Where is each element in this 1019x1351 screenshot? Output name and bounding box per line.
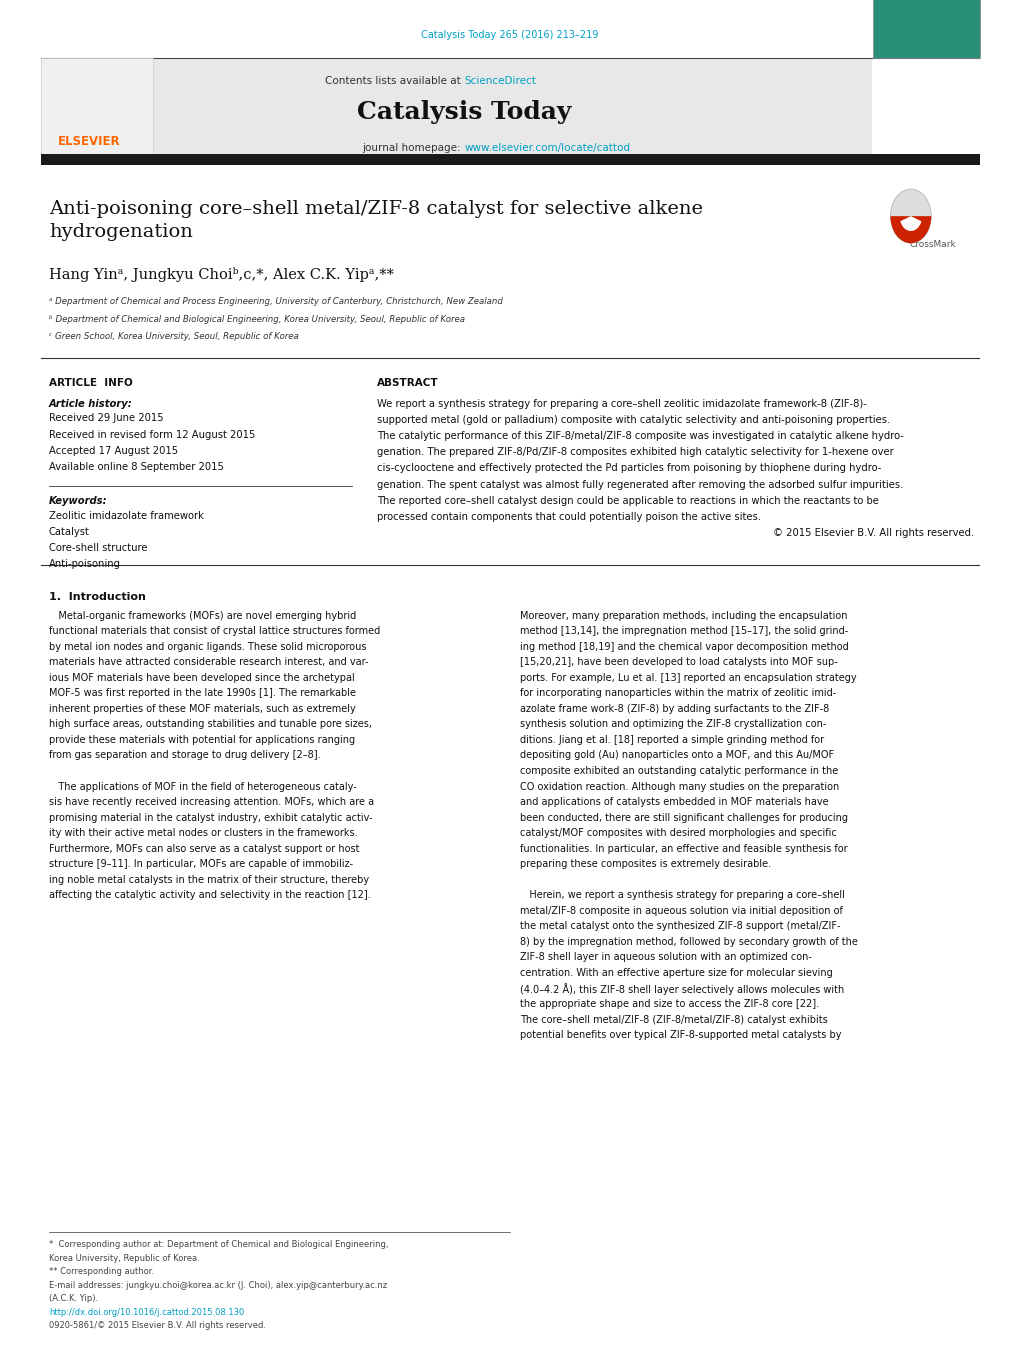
- Text: CrossMark: CrossMark: [909, 240, 956, 250]
- Text: been conducted, there are still significant challenges for producing: been conducted, there are still signific…: [520, 813, 848, 823]
- Text: composite exhibited an outstanding catalytic performance in the: composite exhibited an outstanding catal…: [520, 766, 838, 775]
- Text: centration. With an effective aperture size for molecular sieving: centration. With an effective aperture s…: [520, 967, 833, 978]
- Text: ᵃ Department of Chemical and Process Engineering, University of Canterbury, Chri: ᵃ Department of Chemical and Process Eng…: [49, 297, 502, 307]
- Text: ARTICLE  INFO: ARTICLE INFO: [49, 378, 132, 388]
- Text: The reported core–shell catalyst design could be applicable to reactions in whic: The reported core–shell catalyst design …: [377, 496, 878, 505]
- Text: sis have recently received increasing attention. MOFs, which are a: sis have recently received increasing at…: [49, 797, 374, 807]
- Text: ing method [18,19] and the chemical vapor decomposition method: ing method [18,19] and the chemical vapo…: [520, 642, 848, 651]
- Text: functional materials that consist of crystal lattice structures formed: functional materials that consist of cry…: [49, 627, 380, 636]
- Wedge shape: [900, 216, 920, 231]
- Text: The catalytic performance of this ZIF-8/metal/ZIF-8 composite was investigated i: The catalytic performance of this ZIF-8/…: [377, 431, 904, 440]
- Text: ports. For example, Lu et al. [13] reported an encapsulation strategy: ports. For example, Lu et al. [13] repor…: [520, 673, 856, 682]
- Text: cis-cyclooctene and effectively protected the Pd particles from poisoning by thi: cis-cyclooctene and effectively protecte…: [377, 463, 880, 473]
- Text: Catalysis Today 265 (2016) 213–219: Catalysis Today 265 (2016) 213–219: [421, 30, 598, 39]
- Text: Core-shell structure: Core-shell structure: [49, 543, 148, 553]
- Text: (A.C.K. Yip).: (A.C.K. Yip).: [49, 1294, 98, 1304]
- Text: We report a synthesis strategy for preparing a core–shell zeolitic imidazolate f: We report a synthesis strategy for prepa…: [377, 399, 866, 408]
- Text: Accepted 17 August 2015: Accepted 17 August 2015: [49, 446, 178, 455]
- Text: provide these materials with potential for applications ranging: provide these materials with potential f…: [49, 735, 355, 744]
- Text: the appropriate shape and size to access the ZIF-8 core [22].: the appropriate shape and size to access…: [520, 1000, 818, 1009]
- Text: inherent properties of these MOF materials, such as extremely: inherent properties of these MOF materia…: [49, 704, 356, 713]
- Text: Catalyst: Catalyst: [49, 527, 90, 536]
- Text: hydrogenation: hydrogenation: [49, 223, 193, 240]
- Text: functionalities. In particular, an effective and feasible synthesis for: functionalities. In particular, an effec…: [520, 843, 847, 854]
- Text: ZIF-8 shell layer in aqueous solution with an optimized con-: ZIF-8 shell layer in aqueous solution wi…: [520, 952, 811, 962]
- Text: The core–shell metal/ZIF-8 (ZIF-8/metal/ZIF-8) catalyst exhibits: The core–shell metal/ZIF-8 (ZIF-8/metal/…: [520, 1015, 827, 1024]
- Text: synthesis solution and optimizing the ZIF-8 crystallization con-: synthesis solution and optimizing the ZI…: [520, 719, 825, 730]
- Text: ity with their active metal nodes or clusters in the frameworks.: ity with their active metal nodes or clu…: [49, 828, 358, 838]
- Text: (4.0–4.2 Å), this ZIF-8 shell layer selectively allows molecules with: (4.0–4.2 Å), this ZIF-8 shell layer sele…: [520, 984, 844, 996]
- Text: [15,20,21], have been developed to load catalysts into MOF sup-: [15,20,21], have been developed to load …: [520, 658, 838, 667]
- Text: Furthermore, MOFs can also serve as a catalyst support or host: Furthermore, MOFs can also serve as a ca…: [49, 843, 359, 854]
- Text: Korea University, Republic of Korea.: Korea University, Republic of Korea.: [49, 1254, 200, 1263]
- Text: © 2015 Elsevier B.V. All rights reserved.: © 2015 Elsevier B.V. All rights reserved…: [772, 528, 973, 538]
- Text: supported metal (gold or palladium) composite with catalytic selectivity and ant: supported metal (gold or palladium) comp…: [377, 415, 890, 424]
- Text: method [13,14], the impregnation method [15–17], the solid grind-: method [13,14], the impregnation method …: [520, 627, 848, 636]
- Text: journal homepage:: journal homepage:: [362, 143, 464, 153]
- Text: The applications of MOF in the field of heterogeneous cataly-: The applications of MOF in the field of …: [49, 781, 357, 792]
- Text: preparing these composites is extremely desirable.: preparing these composites is extremely …: [520, 859, 770, 869]
- Bar: [41, 58, 871, 159]
- Text: ScienceDirect: ScienceDirect: [464, 76, 535, 85]
- Text: ditions. Jiang et al. [18] reported a simple grinding method for: ditions. Jiang et al. [18] reported a si…: [520, 735, 823, 744]
- Text: promising material in the catalyst industry, exhibit catalytic activ-: promising material in the catalyst indus…: [49, 813, 372, 823]
- Text: ABSTRACT: ABSTRACT: [377, 378, 438, 388]
- Text: www.elsevier.com/locate/cattod: www.elsevier.com/locate/cattod: [464, 143, 630, 153]
- Text: for incorporating nanoparticles within the matrix of zeolitic imid-: for incorporating nanoparticles within t…: [520, 689, 836, 698]
- Text: 1.  Introduction: 1. Introduction: [49, 592, 146, 601]
- Text: Moreover, many preparation methods, including the encapsulation: Moreover, many preparation methods, incl…: [520, 611, 847, 620]
- Text: the metal catalyst onto the synthesized ZIF-8 support (metal/ZIF-: the metal catalyst onto the synthesized …: [520, 921, 840, 931]
- Text: Hang Yinᵃ, Jungkyu Choiᵇ,c,*, Alex C.K. Yipᵃ,**: Hang Yinᵃ, Jungkyu Choiᵇ,c,*, Alex C.K. …: [49, 267, 393, 282]
- Text: depositing gold (Au) nanoparticles onto a MOF, and this Au/MOF: depositing gold (Au) nanoparticles onto …: [520, 751, 834, 761]
- Text: genation. The spent catalyst was almost fully regenerated after removing the ads: genation. The spent catalyst was almost …: [377, 480, 903, 489]
- Text: Contents lists available at: Contents lists available at: [325, 76, 464, 85]
- Text: structure [9–11]. In particular, MOFs are capable of immobiliz-: structure [9–11]. In particular, MOFs ar…: [49, 859, 353, 869]
- Text: azolate frame work-8 (ZIF-8) by adding surfactants to the ZIF-8: azolate frame work-8 (ZIF-8) by adding s…: [520, 704, 828, 713]
- Text: Received 29 June 2015: Received 29 June 2015: [49, 413, 163, 423]
- Text: Catalysis Today: Catalysis Today: [357, 100, 571, 124]
- Text: genation. The prepared ZIF-8/Pd/ZIF-8 composites exhibited high catalytic select: genation. The prepared ZIF-8/Pd/ZIF-8 co…: [377, 447, 894, 457]
- Text: *  Corresponding author at: Department of Chemical and Biological Engineering,: * Corresponding author at: Department of…: [49, 1240, 388, 1250]
- Text: from gas separation and storage to drug delivery [2–8].: from gas separation and storage to drug …: [49, 751, 320, 761]
- Text: ᶜ Green School, Korea University, Seoul, Republic of Korea: ᶜ Green School, Korea University, Seoul,…: [49, 332, 299, 342]
- Text: i: i: [924, 70, 926, 80]
- Text: CO oxidation reaction. Although many studies on the preparation: CO oxidation reaction. Although many stu…: [520, 781, 839, 792]
- Text: ing noble metal catalysts in the matrix of their structure, thereby: ing noble metal catalysts in the matrix …: [49, 875, 369, 885]
- Text: metal/ZIF-8 composite in aqueous solution via initial deposition of: metal/ZIF-8 composite in aqueous solutio…: [520, 905, 843, 916]
- Bar: [41, 58, 153, 154]
- Text: catalyst/MOF composites with desired morphologies and specific: catalyst/MOF composites with desired mor…: [520, 828, 837, 838]
- Wedge shape: [890, 216, 930, 243]
- Text: and applications of catalysts embedded in MOF materials have: and applications of catalysts embedded i…: [520, 797, 828, 807]
- Text: 0920-5861/© 2015 Elsevier B.V. All rights reserved.: 0920-5861/© 2015 Elsevier B.V. All right…: [49, 1321, 266, 1331]
- Text: ELSEVIER: ELSEVIER: [58, 135, 120, 149]
- Text: potential benefits over typical ZIF-8-supported metal catalysts by: potential benefits over typical ZIF-8-su…: [520, 1029, 841, 1040]
- Text: 8) by the impregnation method, followed by secondary growth of the: 8) by the impregnation method, followed …: [520, 938, 857, 947]
- Text: Received in revised form 12 August 2015: Received in revised form 12 August 2015: [49, 430, 255, 439]
- Text: by metal ion nodes and organic ligands. These solid microporous: by metal ion nodes and organic ligands. …: [49, 642, 366, 651]
- Text: Anti-poisoning core–shell metal/ZIF-8 catalyst for selective alkene: Anti-poisoning core–shell metal/ZIF-8 ca…: [49, 200, 702, 218]
- Text: Available online 8 September 2015: Available online 8 September 2015: [49, 462, 223, 471]
- Text: E-mail addresses: jungkyu.choi@korea.ac.kr (J. Choi), alex.yip@canterbury.ac.nz: E-mail addresses: jungkyu.choi@korea.ac.…: [49, 1281, 386, 1290]
- Text: http://dx.doi.org/10.1016/j.cattod.2015.08.130: http://dx.doi.org/10.1016/j.cattod.2015.…: [49, 1308, 244, 1317]
- Text: ious MOF materials have been developed since the archetypal: ious MOF materials have been developed s…: [49, 673, 355, 682]
- Text: ** Corresponding author.: ** Corresponding author.: [49, 1267, 154, 1277]
- Text: Herein, we report a synthesis strategy for preparing a core–shell: Herein, we report a synthesis strategy f…: [520, 890, 845, 900]
- Text: materials have attracted considerable research interest, and var-: materials have attracted considerable re…: [49, 658, 368, 667]
- Text: Anti-poisoning: Anti-poisoning: [49, 559, 121, 569]
- Text: high surface areas, outstanding stabilities and tunable pore sizes,: high surface areas, outstanding stabilit…: [49, 719, 372, 730]
- Circle shape: [890, 189, 930, 243]
- Text: CATALYSIS: CATALYSIS: [903, 81, 948, 91]
- Text: Metal-organic frameworks (MOFs) are novel emerging hybrid: Metal-organic frameworks (MOFs) are nove…: [49, 611, 356, 620]
- Text: Article history:: Article history:: [49, 399, 132, 408]
- Bar: [872, 0, 979, 58]
- Text: Keywords:: Keywords:: [49, 496, 107, 505]
- Text: Zeolitic imidazolate framework: Zeolitic imidazolate framework: [49, 511, 204, 520]
- Text: processed contain components that could potentially poison the active sites.: processed contain components that could …: [377, 512, 760, 521]
- Bar: [41, 154, 979, 165]
- Text: MOF-5 was first reported in the late 1990s [1]. The remarkable: MOF-5 was first reported in the late 199…: [49, 689, 356, 698]
- Text: LAW: LAW: [918, 92, 932, 97]
- Text: ᵇ Department of Chemical and Biological Engineering, Korea University, Seoul, Re: ᵇ Department of Chemical and Biological …: [49, 315, 465, 324]
- Text: affecting the catalytic activity and selectivity in the reaction [12].: affecting the catalytic activity and sel…: [49, 890, 370, 900]
